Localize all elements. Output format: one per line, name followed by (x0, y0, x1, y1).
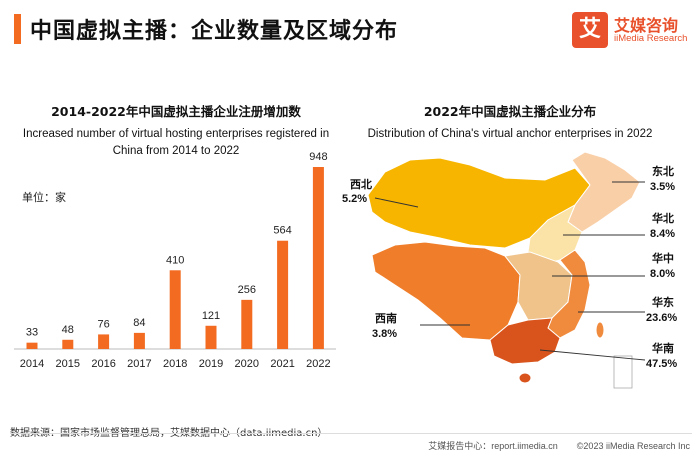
label-northeast-value: 3.5% (650, 181, 675, 193)
x-tick-label-2016: 2016 (91, 358, 115, 370)
bar-chart-title: 2014-2022年中国虚拟主播企业注册增加数 (51, 104, 301, 119)
bar-value-label-2017: 84 (133, 317, 145, 329)
x-tick-label-2017: 2017 (127, 358, 151, 370)
bar-2014 (26, 342, 38, 349)
bar-value-label-2020: 256 (238, 284, 256, 296)
label-northwest-value: 5.2% (342, 193, 367, 205)
bar-chart-subtitle: Increased number of virtual hosting ente… (22, 128, 330, 157)
bar-chart: 33 2014 48 2015 76 2016 84 2017 410 2018 121 2019 25… (14, 151, 336, 370)
bar-2022 (312, 167, 324, 349)
bar-2015 (62, 339, 74, 349)
leader-northwest (374, 197, 419, 208)
page-title: 中国虚拟主播：企业数量及区域分布 (30, 19, 399, 44)
label-south-value: 47.5% (646, 358, 677, 370)
bar-value-label-2016: 76 (97, 318, 109, 330)
title-accent-bar (14, 14, 21, 44)
x-tick-label-2019: 2019 (199, 358, 223, 370)
label-southwest-value: 3.8% (372, 328, 397, 340)
bar-2018 (169, 270, 181, 349)
region-hainan (518, 372, 532, 384)
label-north-value: 8.4% (650, 228, 675, 240)
label-central-value: 8.0% (650, 268, 675, 280)
bar-value-label-2022: 948 (309, 151, 327, 163)
logo-icon: 艾 (572, 12, 608, 48)
bar-2021 (277, 240, 289, 349)
label-central-name: 华中 (652, 251, 674, 265)
label-northwest-name: 西北 (350, 177, 372, 191)
region-taiwan (595, 321, 605, 339)
iimedia-logo: 艾 艾媒咨询 iiMedia Research (572, 12, 692, 54)
china-region-map: 西北 5.2% 东北 3.5% 华北 8.4% 华中 8.0% 华东 23.6%… (342, 151, 677, 389)
logo-cn-text: 艾媒咨询 (614, 16, 679, 35)
logo-en-text: iiMedia Research (614, 33, 688, 44)
x-tick-label-2018: 2018 (163, 358, 187, 370)
bar-chart-titles: 2014-2022年中国虚拟主播企业注册增加数 Increased number… (8, 101, 344, 160)
x-tick-label-2021: 2021 (270, 358, 294, 370)
x-tick-label-2022: 2022 (306, 358, 330, 370)
region-east (547, 249, 591, 339)
bar-value-label-2014: 33 (26, 327, 38, 339)
label-south-name: 华南 (652, 341, 674, 355)
label-east-name: 华东 (652, 295, 674, 309)
label-northeast-name: 东北 (652, 164, 674, 178)
leader-lines (374, 181, 646, 361)
leader-south (539, 349, 646, 361)
south-china-sea-inset (613, 355, 633, 389)
bar-2017 (133, 332, 145, 349)
label-north-name: 华北 (652, 211, 674, 225)
label-southwest-name: 西南 (375, 311, 397, 325)
x-tick-label-2020: 2020 (235, 358, 259, 370)
map-chart-titles: 2022年中国虚拟主播企业分布 Distribution of China's … (350, 101, 670, 143)
bar-2019 (205, 325, 217, 349)
region-south (489, 317, 561, 365)
footer-divider (10, 433, 692, 434)
bar-value-label-2018: 410 (166, 254, 184, 266)
region-southwest (371, 241, 521, 341)
footer-report-link[interactable]: 艾媒报告中心：report.iimedia.cn (428, 441, 558, 451)
bar-2016 (98, 334, 110, 349)
bar-value-label-2019: 121 (202, 310, 220, 322)
map-chart-subtitle: Distribution of China's virtual anchor e… (367, 128, 653, 140)
bar-value-label-2015: 48 (62, 324, 74, 336)
map-chart-title: 2022年中国虚拟主播企业分布 (423, 104, 597, 119)
bar-value-label-2021: 564 (273, 225, 291, 237)
bar-2020 (241, 299, 253, 349)
data-source-note: 数据来源：国家市场监督管理总局，艾媒数据中心（data.iimedia.cn） (10, 424, 327, 439)
x-tick-label-2015: 2015 (56, 358, 80, 370)
unit-label: 单位：家 (22, 191, 66, 204)
footer-copyright: ©2023 iiMedia Research Inc (576, 441, 690, 451)
x-tick-label-2014: 2014 (20, 358, 44, 370)
label-east-value: 23.6% (646, 312, 677, 324)
footer-info: 艾媒报告中心：report.iimedia.cn ©2023 iiMedia R… (428, 439, 690, 452)
